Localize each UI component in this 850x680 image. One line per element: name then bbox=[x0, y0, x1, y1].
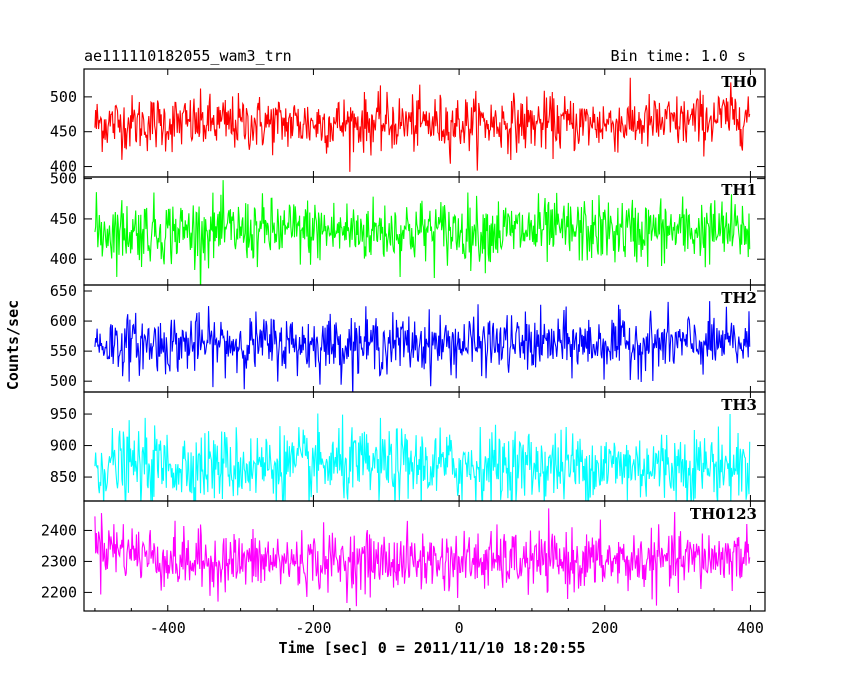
y-tick-label: 850 bbox=[50, 468, 77, 486]
panel-th1: 400 450 500 TH1 bbox=[50, 170, 766, 286]
panel-th2: 500 550 600 650 TH2 bbox=[50, 282, 766, 393]
y-tick-label: 500 bbox=[50, 88, 77, 106]
x-tick-label: 0 bbox=[455, 619, 464, 637]
y-tick-label: 2300 bbox=[41, 552, 77, 570]
y-tick-label: 550 bbox=[50, 342, 77, 360]
y-axis-label: Counts/sec bbox=[4, 300, 22, 390]
y-tick-label: 650 bbox=[50, 282, 77, 300]
panel-label-th1: TH1 bbox=[721, 181, 757, 199]
panel-label-th0: TH0 bbox=[721, 73, 757, 91]
series-line-th1 bbox=[94, 180, 751, 285]
y-tick-label: 500 bbox=[50, 372, 77, 390]
panel-label-th0123: TH0123 bbox=[690, 505, 757, 523]
chart-title: ae111110182055_wam3_trn bbox=[84, 47, 292, 65]
bin-time-label: Bin time: 1.0 s bbox=[611, 47, 746, 65]
y-tick-label: 450 bbox=[50, 123, 77, 141]
panel-label-th2: TH2 bbox=[721, 289, 757, 307]
x-tick-label: 400 bbox=[737, 619, 764, 637]
x-tick-label: -200 bbox=[295, 619, 331, 637]
y-tick-label: 2400 bbox=[41, 521, 77, 539]
series-line-th0 bbox=[94, 77, 751, 172]
y-tick-label: 600 bbox=[50, 312, 77, 330]
y-tick-label: 400 bbox=[50, 250, 77, 268]
y-tick-label: 500 bbox=[50, 170, 77, 188]
x-tick-label: -400 bbox=[150, 619, 186, 637]
y-tick-label: 900 bbox=[50, 437, 77, 455]
panel-label-th3: TH3 bbox=[721, 396, 757, 414]
x-axis-label: Time [sec] 0 = 2011/11/10 18:20:55 bbox=[278, 639, 585, 657]
x-axis: -400 -200 0 200 400 bbox=[94, 608, 764, 637]
series-line-th2 bbox=[94, 301, 751, 392]
series-line-th0123 bbox=[94, 508, 751, 607]
panel-th0123: 2200 2300 2400 TH0123 bbox=[41, 500, 766, 612]
y-tick-label: 450 bbox=[50, 210, 77, 228]
panels-group: 400 450 500 TH0 400 450 500 TH1 500 550 600 650 TH2 8… bbox=[41, 68, 766, 612]
series-line-th3 bbox=[94, 413, 751, 501]
panel-th0: 400 450 500 TH0 bbox=[50, 68, 766, 178]
x-tick-label: 200 bbox=[591, 619, 618, 637]
y-tick-label: 400 bbox=[50, 158, 77, 176]
y-tick-label: 950 bbox=[50, 405, 77, 423]
panel-frame bbox=[83, 500, 766, 612]
panel-th3: 850 900 950 TH3 bbox=[50, 391, 766, 502]
y-tick-label: 2200 bbox=[41, 583, 77, 601]
